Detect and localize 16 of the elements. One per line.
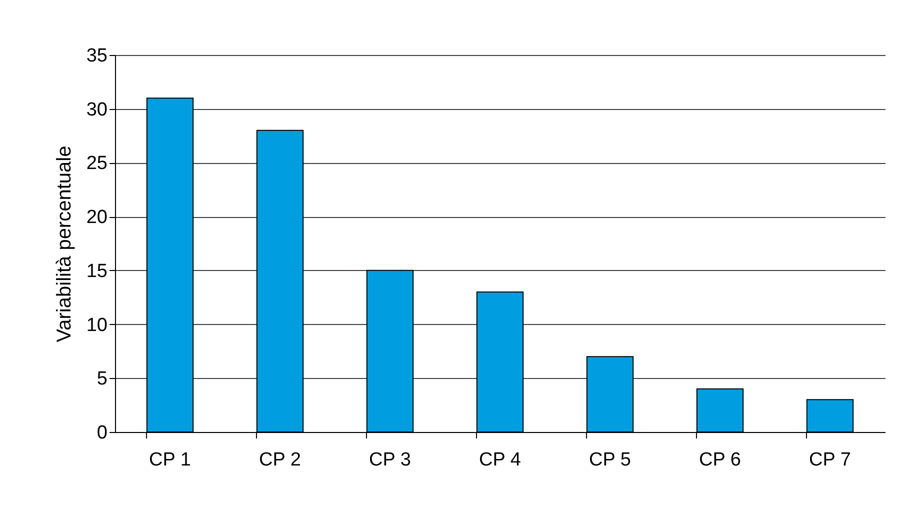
y-tick-label: 35	[86, 46, 108, 66]
x-tick-label: CP 1	[149, 450, 191, 470]
x-tick-label: CP 6	[699, 450, 741, 470]
y-tick-label: 0	[96, 422, 108, 444]
y-tick-label: 20	[86, 207, 108, 228]
y-axis-title: Variabilità percentuale	[53, 146, 76, 342]
x-tick-label: CP 7	[809, 450, 851, 470]
y-tick-label: 30	[86, 99, 108, 120]
x-tick-label: CP 5	[589, 450, 631, 470]
x-tick-label: CP 4	[479, 450, 522, 470]
y-tick-label: 10	[86, 314, 108, 336]
y-tick-label: 25	[86, 153, 108, 174]
y-tick-label: 5	[96, 368, 108, 390]
y-tick-label: 15	[86, 260, 108, 282]
x-tick-label: CP 3	[369, 450, 411, 470]
x-tick-label: CP 2	[259, 450, 301, 470]
